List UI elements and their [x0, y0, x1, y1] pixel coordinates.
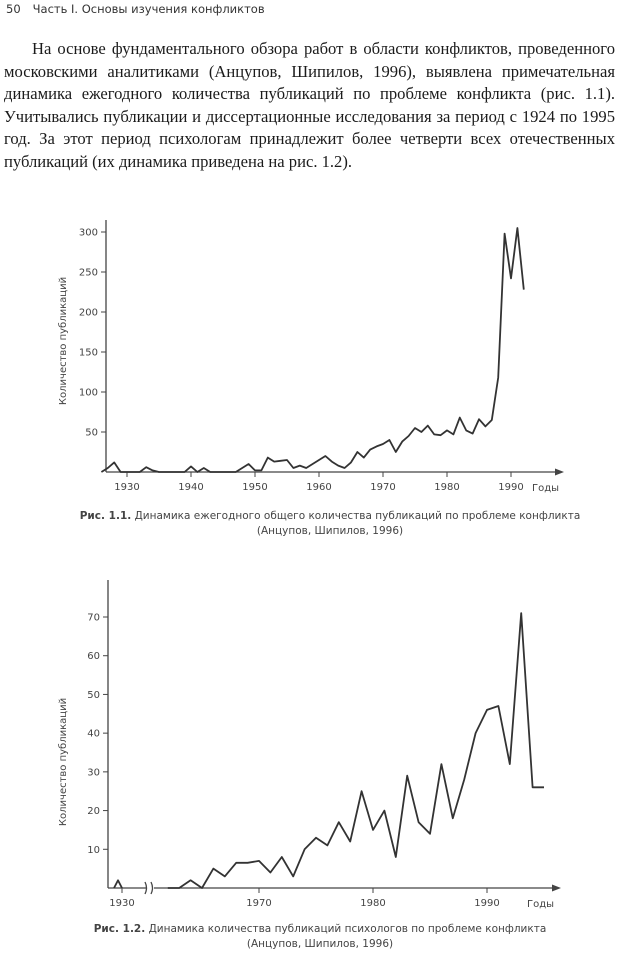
y-tick-label: 200 [79, 308, 98, 319]
y-tick-label: 150 [79, 348, 98, 359]
x-tick-label: 1960 [306, 482, 331, 493]
y-tick-label: 20 [87, 806, 100, 817]
x-tick-label: 1990 [474, 898, 499, 909]
y-tick-label: 100 [79, 388, 98, 399]
x-tick-label: 1990 [498, 482, 523, 493]
caption-number: Рис. 1.1. [79, 510, 132, 522]
x-tick-label: 1940 [178, 482, 203, 493]
caption-number: Рис. 1.2. [93, 923, 146, 935]
y-axis-label: Количество публикаций [58, 698, 69, 826]
running-head-title: Часть I. Основы изучения конфликтов [32, 2, 265, 16]
axis-break-mark [144, 881, 154, 895]
caption-source: (Анцупов, Шипилов, 1996) [256, 525, 404, 537]
x-tick-label: 1930 [114, 482, 139, 493]
caption-text: Динамика количества публикаций психолого… [148, 923, 547, 935]
y-tick-label: 10 [87, 845, 100, 856]
caption-source: (Анцупов, Шипилов, 1996) [246, 938, 394, 950]
x-axis-label: Годы [527, 899, 554, 910]
y-tick-label: 250 [79, 268, 98, 279]
y-tick-label: 60 [87, 651, 100, 662]
series-line-total [100, 227, 525, 473]
body-paragraph: На основе фундаментального обзора работ … [4, 39, 615, 171]
y-tick-label: 70 [87, 613, 100, 624]
x-tick-label: 1950 [242, 482, 267, 493]
figure-1-2-caption: Рис. 1.2. Динамика количества публикаций… [40, 922, 600, 952]
figure-1-1-caption: Рис. 1.1. Динамика ежегодного общего кол… [50, 509, 610, 539]
page-number: 50 [6, 2, 21, 16]
running-header: 50 Часть I. Основы изучения конфликтов [6, 2, 606, 16]
x-axis-label: Годы [532, 483, 559, 494]
y-axis-label: Количество публикаций [58, 277, 69, 405]
y-tick-label: 50 [87, 690, 100, 701]
chart-total-publications: 50 100 150 200 250 300 1930 1940 1950 1960 1970 198… [58, 220, 564, 494]
x-tick-label: 1980 [360, 898, 385, 909]
y-tick-label: 50 [85, 428, 98, 439]
y-tick-label: 40 [87, 729, 100, 740]
x-tick-label: 1980 [434, 482, 459, 493]
x-tick-label: 1930 [109, 898, 134, 909]
y-tick-label: 300 [79, 228, 98, 239]
caption-text: Динамика ежегодного общего количества пу… [134, 510, 581, 522]
x-axis-arrow [555, 468, 564, 476]
x-axis-arrow [552, 884, 561, 892]
chart-psychology-publications: 10 20 30 40 50 60 70 1930 1970 1980 1990 Годы Количе… [58, 580, 561, 910]
series-line-early [113, 879, 123, 889]
x-tick-label: 1970 [246, 898, 271, 909]
series-line-psychology [167, 612, 544, 889]
y-tick-label: 30 [87, 767, 100, 778]
x-tick-label: 1970 [370, 482, 395, 493]
